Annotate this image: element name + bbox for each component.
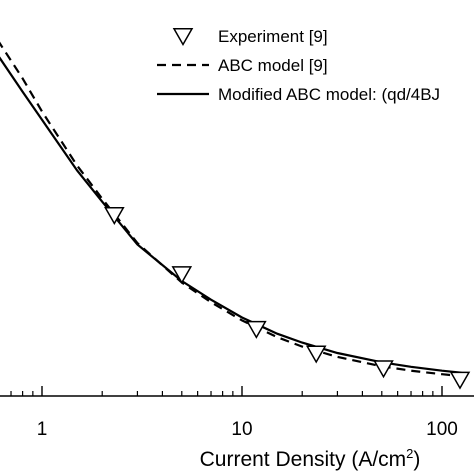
experiment-marker	[246, 320, 267, 339]
experiment-marker	[373, 360, 394, 379]
experiment-marker	[104, 207, 125, 226]
x-axis-label-end: )	[413, 448, 420, 471]
legend-label: Experiment [9]	[218, 27, 328, 46]
legend: Experiment [9] ABC model [9] Modified ABC …	[157, 27, 440, 104]
x-axis-label-main: Current Density (A/cm	[200, 448, 407, 471]
experiment-marker	[305, 345, 327, 364]
x-axis-label-superscript: 2	[406, 446, 413, 461]
legend-label: Modified ABC model: (qd/4BJ	[218, 85, 440, 104]
legend-label: ABC model [9]	[218, 56, 328, 75]
x-tick-labels: 1 10 100	[37, 419, 458, 440]
experiment-marker	[171, 266, 193, 285]
series-layer	[0, 41, 471, 390]
experiment-marker	[449, 371, 471, 390]
x-tick-label: 1	[37, 419, 48, 440]
legend-experiment-symbol	[172, 28, 194, 47]
x-tick-label: 100	[426, 419, 458, 440]
axes	[0, 386, 474, 397]
x-tick-label: 10	[231, 419, 252, 440]
modified-abc-model-line	[0, 56, 462, 374]
x-axis-label: Current Density (A/cm2)	[200, 446, 421, 471]
